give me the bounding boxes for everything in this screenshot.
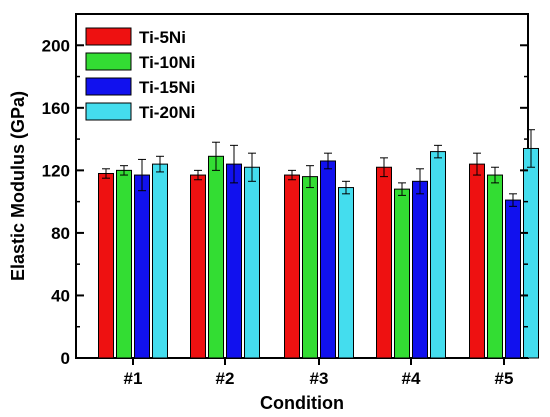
error-bar-ti-15ni-3 — [324, 152, 332, 170]
bar-ti-20ni-1 — [152, 163, 168, 359]
error-bar-ti-20ni-2 — [248, 152, 256, 182]
bar-ti-20ni-4 — [430, 151, 446, 359]
bar-ti-5ni-4 — [376, 166, 392, 359]
bar-ti-10ni-2 — [208, 155, 224, 359]
error-bar-ti-20ni-3 — [342, 180, 350, 195]
error-bar-ti-10ni-1 — [120, 165, 128, 176]
bar-ti-5ni-5 — [469, 163, 485, 359]
bars — [98, 147, 539, 359]
y-tick-label: 120 — [42, 161, 70, 180]
error-bar-ti-20ni-1 — [156, 155, 164, 173]
error-bar-ti-10ni-4 — [398, 182, 406, 196]
bar-ti-10ni-3 — [302, 176, 318, 359]
x-tick-label: #3 — [310, 369, 329, 388]
error-bar-ti-5ni-1 — [102, 168, 110, 179]
error-bar-ti-5ni-2 — [194, 169, 202, 181]
y-tick-label: 40 — [51, 286, 70, 305]
error-bar-ti-15ni-4 — [416, 168, 424, 195]
x-tick-label: #2 — [216, 369, 235, 388]
bar-ti-15ni-3 — [320, 160, 336, 359]
error-bar-ti-5ni-3 — [288, 169, 296, 181]
error-bars — [102, 129, 535, 207]
error-bar-ti-5ni-5 — [473, 152, 481, 176]
error-bar-ti-15ni-2 — [230, 144, 238, 184]
legend-swatch — [85, 77, 132, 96]
bar-ti-5ni-3 — [284, 174, 300, 359]
error-bar-ti-20ni-4 — [434, 144, 442, 159]
y-tick-label: 80 — [51, 224, 70, 243]
error-bar-ti-20ni-5 — [527, 129, 535, 168]
x-axis-title: Condition — [260, 393, 344, 413]
legend-item: Ti-5Ni — [85, 27, 186, 47]
y-axis: 0 40 80 120 160 200 — [42, 36, 528, 368]
axes: 0 40 80 120 160 200 #1 #2 #3 #4 #5 — [42, 36, 528, 388]
legend-label: Ti-5Ni — [139, 28, 186, 47]
x-tick-label: #4 — [402, 369, 421, 388]
bar-ti-10ni-5 — [487, 174, 503, 359]
y-tick-label: 200 — [42, 36, 70, 55]
legend-label: Ti-10Ni — [139, 53, 195, 72]
bar-ti-15ni-4 — [412, 180, 428, 359]
error-bar-ti-10ni-5 — [491, 166, 499, 184]
legend-item: Ti-20Ni — [85, 102, 195, 122]
legend-item: Ti-15Ni — [85, 77, 195, 97]
legend-swatch — [85, 27, 132, 46]
bar-ti-20ni-2 — [244, 166, 260, 359]
bar-ti-5ni-1 — [98, 172, 114, 359]
y-tick-label: 0 — [61, 349, 70, 368]
x-axis: #1 #2 #3 #4 #5 — [124, 358, 514, 388]
error-bar-ti-5ni-4 — [380, 157, 388, 178]
y-tick-label: 160 — [42, 99, 70, 118]
bar-ti-10ni-1 — [116, 169, 132, 359]
legend-label: Ti-20Ni — [139, 103, 195, 122]
legend-swatch — [85, 102, 132, 121]
bar-ti-15ni-1 — [134, 174, 150, 359]
error-bar-ti-10ni-2 — [212, 141, 220, 171]
bar-ti-20ni-3 — [338, 187, 354, 359]
legend-item: Ti-10Ni — [85, 52, 195, 72]
error-bar-ti-10ni-3 — [306, 165, 314, 189]
legend: Ti-5Ni Ti-10Ni Ti-15Ni Ti-20Ni — [85, 27, 195, 122]
x-tick-label: #1 — [124, 369, 143, 388]
bar-ti-10ni-4 — [394, 188, 410, 359]
y-axis-title: Elastic Modulus (GPa) — [8, 91, 28, 281]
bar-ti-15ni-5 — [505, 199, 521, 359]
bar-ti-5ni-2 — [190, 174, 206, 359]
error-bar-ti-15ni-1 — [138, 158, 146, 192]
x-tick-label: #5 — [495, 369, 514, 388]
error-bar-ti-15ni-5 — [509, 193, 517, 207]
bar-ti-15ni-2 — [226, 163, 242, 359]
legend-swatch — [85, 52, 132, 71]
legend-label: Ti-15Ni — [139, 78, 195, 97]
